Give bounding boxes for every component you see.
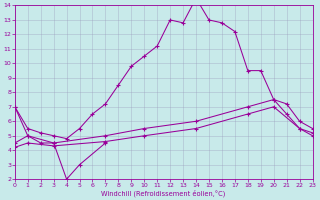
X-axis label: Windchill (Refroidissement éolien,°C): Windchill (Refroidissement éolien,°C): [101, 189, 226, 197]
